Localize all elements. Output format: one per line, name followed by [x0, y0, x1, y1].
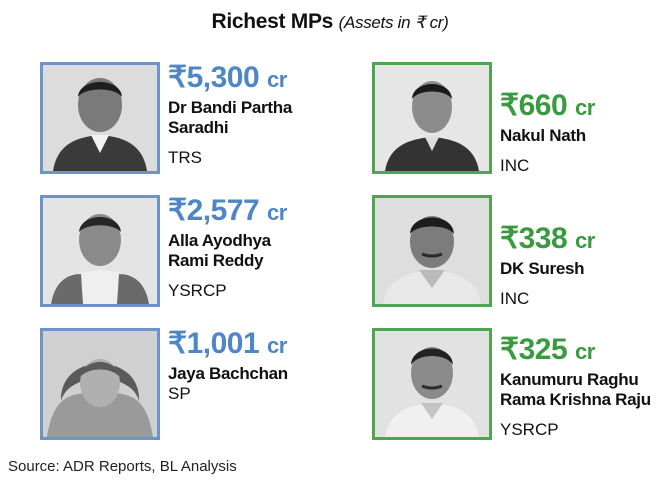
mp-info: ₹2,577 cr Alla Ayodhya Rami Reddy YSRCP [168, 195, 368, 301]
mp-info: ₹1,001 cr Jaya Bachchan SP [168, 328, 368, 404]
mp-name: Alla Ayodhya Rami Reddy [168, 231, 271, 270]
mp-party: YSRCP [168, 281, 227, 300]
source-note: Source: ADR Reports, BL Analysis [8, 458, 237, 475]
mp-photo [372, 328, 492, 440]
mp-info: ₹660 cr Nakul Nath INC [500, 90, 660, 176]
title-main: Richest MPs [211, 10, 334, 33]
mp-info: ₹325 cr Kanumuru Raghu Rama Krishna Raju… [500, 334, 660, 440]
mp-assets: ₹1,001 cr [168, 327, 287, 360]
mp-card: ₹660 cr Nakul Nath INC [372, 62, 660, 184]
mp-photo [40, 195, 160, 307]
mp-party: SP [168, 384, 191, 403]
mp-party: YSRCP [500, 420, 559, 439]
mp-card: ₹338 cr DK Suresh INC [372, 195, 660, 317]
mp-assets: ₹5,300 cr [168, 61, 287, 94]
mp-name: Jaya Bachchan [168, 364, 288, 383]
mp-card: ₹325 cr Kanumuru Raghu Rama Krishna Raju… [372, 328, 660, 450]
mp-photo [372, 62, 492, 174]
page-title: Richest MPs (Assets in ₹ cr) [0, 10, 660, 34]
mp-photo [40, 62, 160, 174]
mp-party: INC [500, 289, 530, 308]
title-subtitle: (Assets in ₹ cr) [338, 13, 449, 32]
mp-info: ₹338 cr DK Suresh INC [500, 223, 660, 309]
mp-assets: ₹325 cr [500, 333, 595, 366]
mp-photo [40, 328, 160, 440]
mp-name: DK Suresh [500, 259, 585, 278]
mp-name: Nakul Nath [500, 126, 586, 145]
mp-assets: ₹338 cr [500, 222, 595, 255]
mp-card: ₹2,577 cr Alla Ayodhya Rami Reddy YSRCP [40, 195, 340, 317]
mp-assets: ₹2,577 cr [168, 194, 287, 227]
mp-party: INC [500, 156, 530, 175]
mp-assets: ₹660 cr [500, 89, 595, 122]
mp-photo [372, 195, 492, 307]
mp-name: Kanumuru Raghu Rama Krishna Raju [500, 370, 651, 409]
mp-card: ₹1,001 cr Jaya Bachchan SP [40, 328, 340, 450]
mp-name: Dr Bandi Partha Saradhi [168, 98, 292, 137]
mp-card: ₹5,300 cr Dr Bandi Partha Saradhi TRS [40, 62, 340, 184]
mp-party: TRS [168, 148, 202, 167]
mp-info: ₹5,300 cr Dr Bandi Partha Saradhi TRS [168, 62, 368, 168]
